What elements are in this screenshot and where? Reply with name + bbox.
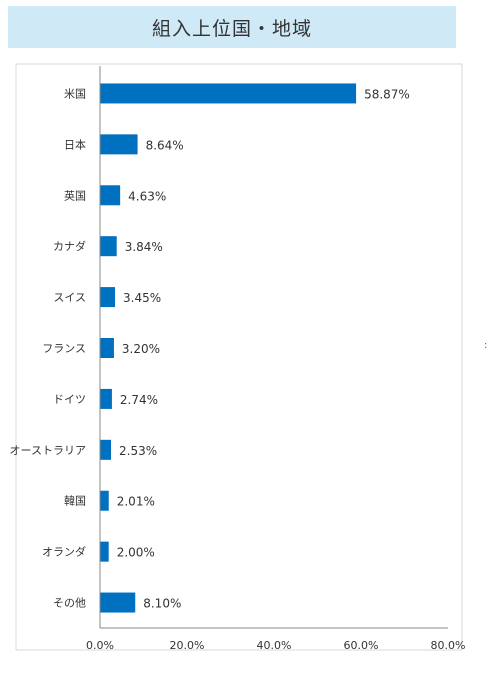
value-label: 2.53% [119,444,157,458]
value-label: 2.00% [117,546,155,560]
chart-title: 組入上位国・地域 [151,17,312,40]
bar [100,287,116,308]
bar [100,388,112,409]
value-label: 2.74% [120,393,158,407]
category-label: オランダ [42,545,86,559]
category-label: フランス [42,342,86,355]
bar [100,439,112,460]
category-label: オーストラリア [10,444,86,457]
x-tick-label: 0.0% [86,639,114,652]
bar [100,592,136,613]
bar [100,134,138,155]
category-label: その他 [53,597,86,610]
x-tick-label: 40.0% [257,639,292,652]
value-label: 8.64% [146,138,184,152]
x-tick-labels: 0.0% 20.0% 40.0% 60.0% 80.0% [86,639,465,652]
bar [100,236,117,257]
plot-frame [15,63,463,651]
value-label: 3.45% [123,291,161,305]
category-label: 韓国 [64,495,86,508]
value-label: 8.10% [143,597,181,611]
x-tick-label: 80.0% [431,639,466,652]
category-label: 英国 [64,188,86,202]
bar [100,541,109,562]
category-label: スイス [53,291,86,304]
chart-title-bar: 組入上位国・地域 [8,6,456,48]
category-label: 米国 [64,87,86,100]
category-label: ドイツ [53,393,86,406]
bar [100,338,114,358]
value-label: 3.20% [122,342,160,356]
category-label: カナダ [53,239,86,253]
value-label: 2.01% [117,495,155,509]
bar [100,185,121,206]
value-label: 3.84% [125,240,163,254]
bars-group [100,83,357,613]
category-label: 日本 [64,137,86,151]
x-tick-label: 20.0% [170,639,205,652]
bar [100,490,109,511]
bar [100,83,357,104]
x-tick-label: 60.0% [344,639,379,652]
stray-mark: : [484,340,488,351]
value-labels: 58.87% 8.64% 4.63% 3.84% 3.45% 3.20% 2.74% 2.53… [117,87,410,610]
value-label: 4.63% [128,189,166,203]
value-label: 58.87% [364,87,410,101]
